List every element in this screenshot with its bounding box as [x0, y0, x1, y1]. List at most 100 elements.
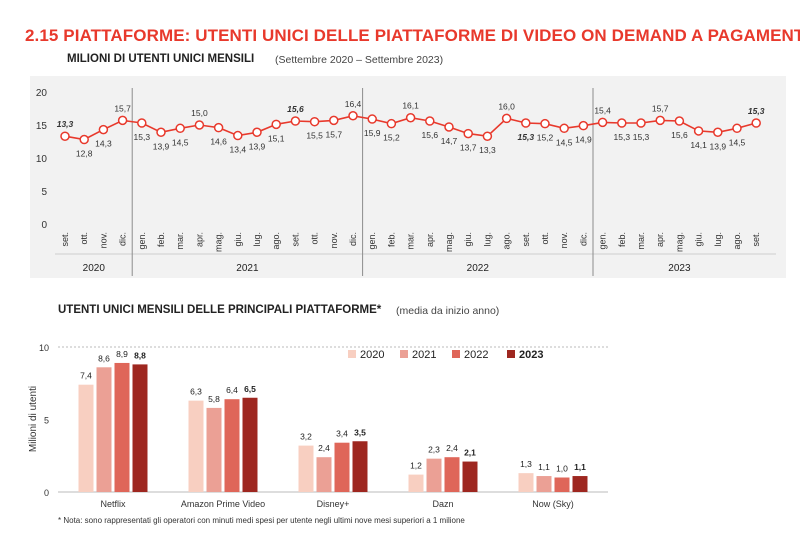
- legend-swatch: [507, 350, 515, 358]
- data-point: [501, 113, 512, 124]
- month-tick-label: dic.: [578, 232, 588, 246]
- legend-swatch: [348, 350, 356, 358]
- data-point: [578, 120, 589, 131]
- y-tick-label: 0: [41, 220, 47, 231]
- month-tick-label: giu.: [694, 232, 704, 247]
- year-label: 2023: [668, 263, 691, 274]
- bar: [408, 474, 424, 492]
- data-label: 15,1: [268, 133, 285, 143]
- data-point: [425, 116, 435, 126]
- legend-label: 2022: [464, 349, 488, 361]
- data-label: 15,7: [114, 103, 131, 113]
- month-tick-label: dic.: [348, 232, 358, 246]
- month-tick-label: nov.: [559, 232, 569, 248]
- bar-value-label: 1,3: [520, 459, 532, 469]
- data-point: [617, 118, 627, 128]
- data-label: 16,1: [402, 101, 419, 111]
- bar-value-label: 1,1: [574, 462, 586, 472]
- year-label: 2021: [236, 263, 259, 274]
- month-tick-label: set.: [751, 232, 761, 247]
- bar-value-label: 8,9: [116, 349, 128, 359]
- data-point: [348, 111, 358, 121]
- month-tick-label: mar.: [636, 232, 646, 250]
- bar: [96, 367, 112, 492]
- bar: [444, 457, 460, 492]
- y-tick-label: 20: [36, 88, 48, 99]
- bar-value-label: 6,4: [226, 385, 238, 395]
- legend-label: 2021: [412, 349, 436, 361]
- month-tick-label: mar.: [175, 232, 185, 250]
- month-tick-label: mag.: [444, 232, 454, 252]
- data-label: 14,5: [729, 137, 746, 147]
- bar: [114, 362, 130, 492]
- month-tick-label: giu.: [463, 232, 473, 247]
- data-label: 14,5: [556, 137, 573, 147]
- data-point: [655, 115, 665, 126]
- data-label: 13,7: [460, 143, 477, 153]
- data-label: 14,3: [95, 139, 112, 149]
- bar: [316, 457, 332, 492]
- bar-value-label: 3,2: [300, 432, 312, 442]
- data-label: 13,9: [153, 141, 170, 151]
- data-point: [540, 118, 550, 129]
- data-point: [213, 122, 224, 133]
- month-tick-label: ago.: [271, 232, 281, 250]
- data-label: 15,5: [306, 131, 323, 141]
- month-tick-label: mag.: [214, 232, 224, 252]
- data-point: [252, 127, 262, 138]
- data-point: [693, 126, 704, 136]
- data-label: 13,4: [230, 145, 247, 155]
- data-point: [444, 122, 454, 132]
- bar-value-label: 2,3: [428, 445, 440, 455]
- data-label: 13,9: [710, 141, 727, 151]
- y-axis-label: Milioni di utenti: [28, 386, 39, 452]
- data-label: 13,9: [249, 141, 266, 151]
- category-label: Amazon Prime Video: [181, 499, 265, 509]
- bar: [206, 407, 222, 492]
- month-tick-label: apr.: [655, 232, 665, 247]
- month-tick-label: lug.: [482, 232, 492, 247]
- bar-value-label: 6,5: [244, 384, 256, 394]
- data-label: 13,3: [479, 145, 496, 155]
- data-label: 15,3: [614, 132, 631, 142]
- data-point: [405, 112, 416, 123]
- data-point: [636, 118, 646, 128]
- data-label: 15,0: [191, 108, 208, 118]
- data-label: 15,7: [326, 129, 343, 139]
- month-tick-label: feb.: [617, 232, 627, 247]
- month-tick-label: apr.: [194, 232, 204, 247]
- line-chart-panel: [30, 76, 786, 278]
- category-label: Dazn: [432, 499, 453, 509]
- legend-swatch: [400, 350, 408, 358]
- line-chart-title: MILIONI DI UTENTI UNICI MENSILI: [67, 53, 255, 65]
- month-tick-label: nov.: [98, 232, 108, 248]
- category-label: Disney+: [317, 499, 350, 509]
- bar-value-label: 1,0: [556, 464, 568, 474]
- y-tick-label: 5: [44, 416, 49, 426]
- month-tick-label: mag.: [674, 232, 684, 252]
- bar-value-label: 3,5: [354, 427, 366, 437]
- data-point: [271, 119, 281, 130]
- bar-value-label: 6,3: [190, 387, 202, 397]
- month-tick-label: ago.: [502, 232, 512, 250]
- bar: [554, 477, 570, 492]
- data-label: 14,5: [172, 137, 189, 147]
- data-label: 15,4: [594, 105, 611, 115]
- data-point: [386, 118, 397, 129]
- month-tick-label: apr.: [425, 232, 435, 247]
- data-label: 16,0: [498, 101, 515, 111]
- year-label: 2020: [83, 263, 106, 274]
- bar-chart-subtitle: (media da inizio anno): [396, 305, 500, 317]
- bar-value-label: 1,2: [410, 461, 422, 471]
- data-label: 15,2: [537, 133, 554, 143]
- data-point: [713, 127, 723, 138]
- data-point: [482, 131, 493, 141]
- y-tick-label: 5: [41, 187, 47, 198]
- data-label: 14,9: [575, 135, 592, 145]
- data-label: 16,4: [345, 99, 362, 109]
- data-label: 15,2: [383, 133, 400, 143]
- month-tick-label: feb.: [156, 232, 166, 247]
- data-point: [367, 114, 377, 124]
- month-tick-label: ott.: [79, 232, 89, 245]
- bar-value-label: 2,4: [318, 443, 330, 453]
